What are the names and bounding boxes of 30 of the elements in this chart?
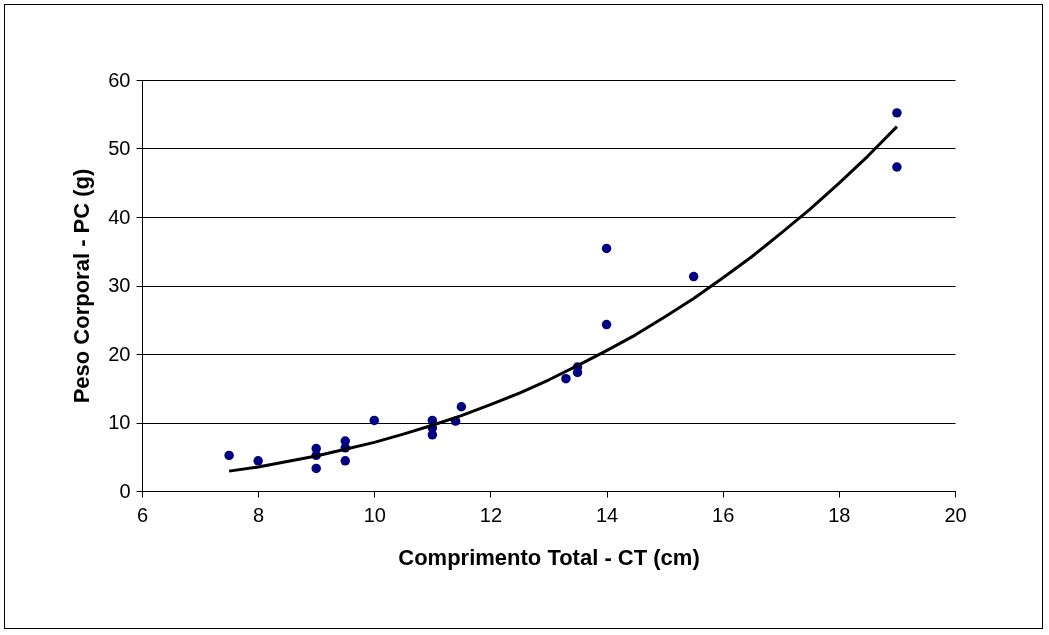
- y-tick-label: 0: [119, 479, 131, 502]
- point: [892, 108, 902, 118]
- point: [253, 456, 263, 466]
- point: [601, 319, 612, 330]
- y-axis-title: Peso Corporal - PC (g): [69, 168, 95, 404]
- point: [427, 430, 438, 440]
- y-tick-label: 60: [108, 68, 131, 91]
- x-tick-label: 16: [712, 503, 735, 526]
- point: [688, 271, 699, 282]
- point: [340, 456, 350, 466]
- x-axis-title: Comprimento Total - CT (cm): [398, 544, 700, 570]
- point: [601, 243, 612, 254]
- point: [369, 415, 380, 426]
- point: [892, 162, 902, 172]
- y-tick-label: 50: [108, 137, 131, 159]
- x-tick-label: 20: [944, 503, 967, 526]
- point: [224, 450, 234, 461]
- y-tick-label: 40: [108, 205, 131, 228]
- x-tick-label: 14: [595, 503, 619, 526]
- point: [561, 373, 571, 384]
- x-tick-label: 10: [363, 503, 386, 526]
- x-tick-label: 8: [253, 503, 265, 526]
- x-tick-label: 6: [136, 503, 149, 526]
- x-tick-label: 18: [828, 503, 851, 526]
- y-tick-label: 30: [108, 274, 131, 296]
- y-tick-label: 20: [108, 342, 131, 365]
- x-tick-label: 12: [479, 503, 503, 526]
- y-tick-label: 10: [108, 411, 131, 433]
- point: [311, 463, 321, 474]
- point: [456, 402, 467, 412]
